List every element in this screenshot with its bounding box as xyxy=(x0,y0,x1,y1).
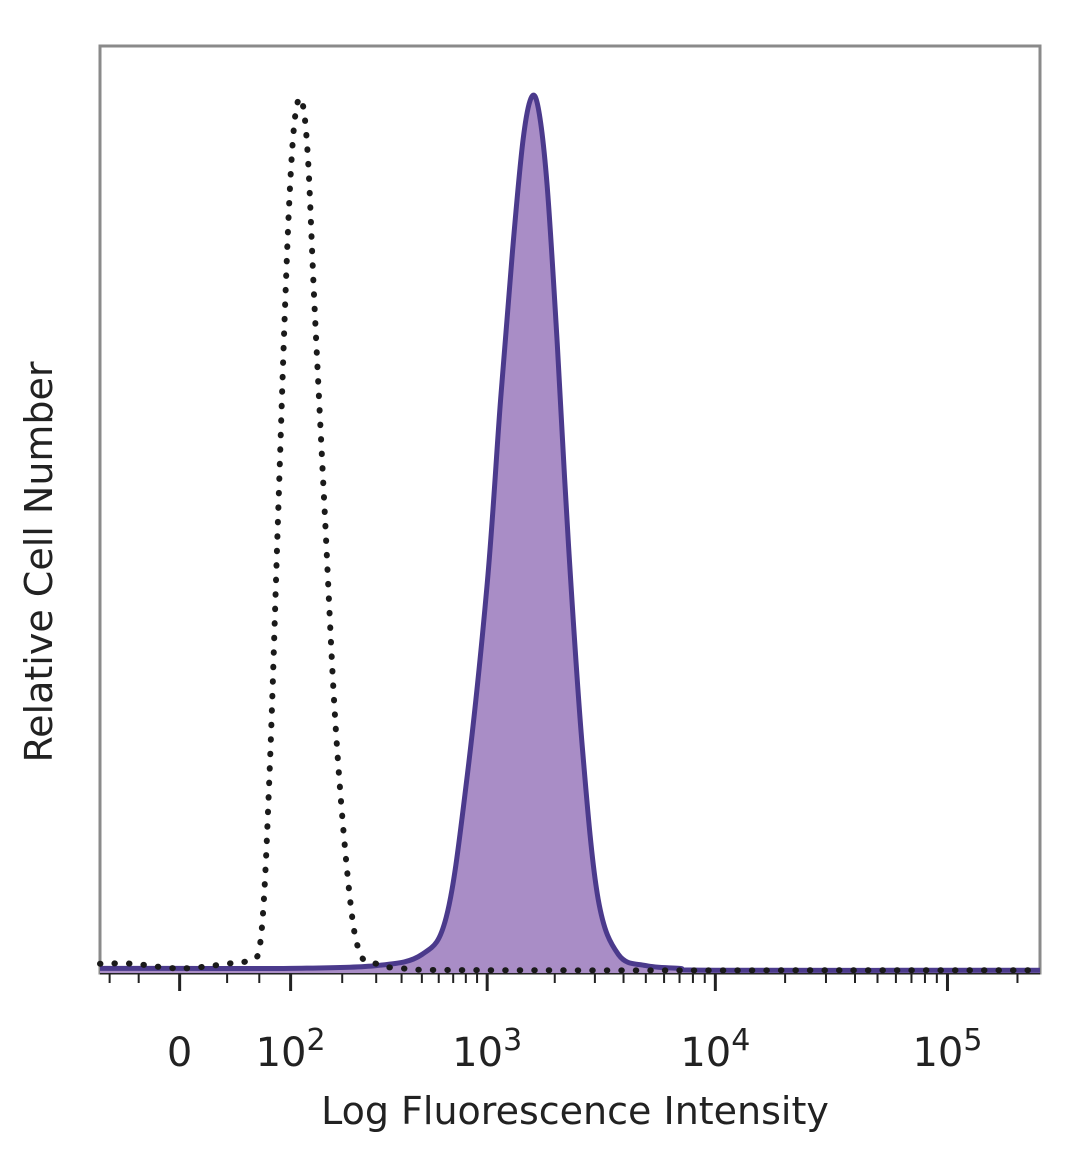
y-axis-title: Relative Cell Number xyxy=(17,361,61,762)
x-tick-label-base: 10 xyxy=(256,1030,307,1076)
sample-histogram-fill xyxy=(100,95,1040,974)
x-tick-label: 102 xyxy=(256,1023,326,1076)
x-axis-title: Log Fluorescence Intensity xyxy=(321,1089,829,1133)
x-tick-label-exponent: 3 xyxy=(503,1023,522,1058)
x-tick-label-base: 10 xyxy=(912,1030,963,1076)
x-tick-label-base: 10 xyxy=(452,1030,503,1076)
x-tick-label: 104 xyxy=(680,1023,750,1076)
x-axis-ticks xyxy=(108,973,1019,991)
x-tick-label-base: 10 xyxy=(680,1030,731,1076)
sample-histogram-line xyxy=(100,92,1041,973)
x-tick-label-exponent: 4 xyxy=(731,1023,750,1058)
x-tick-label-exponent: 5 xyxy=(963,1023,982,1058)
x-axis-tick-labels: 0 102 103 104 105 xyxy=(167,1023,983,1076)
x-tick-label: 0 xyxy=(167,1030,192,1076)
x-tick-label-base: 0 xyxy=(167,1030,192,1076)
x-tick-label: 103 xyxy=(452,1023,522,1076)
x-tick-label-exponent: 2 xyxy=(307,1023,326,1058)
x-tick-label: 105 xyxy=(912,1023,982,1076)
series-layer xyxy=(97,92,1043,974)
control-histogram-dotted-line xyxy=(97,94,1043,974)
